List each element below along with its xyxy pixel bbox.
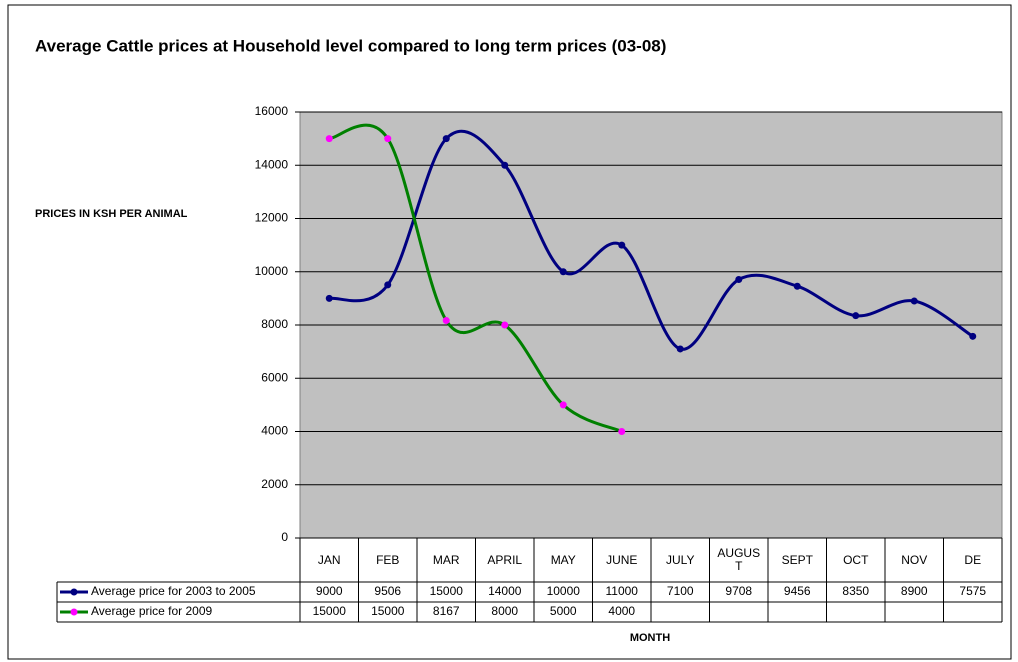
x-tick-label: JAN: [317, 552, 341, 567]
table-value: 7575: [959, 584, 986, 598]
x-tick-label: NOV: [901, 552, 928, 567]
legend-label: Average price for 2003 to 2005: [91, 584, 256, 598]
x-tick-label: FEB: [376, 552, 400, 567]
data-point: [735, 276, 743, 284]
table-value: 9000: [316, 584, 343, 598]
y-tick-label: 8000: [261, 317, 288, 331]
y-tick-label: 0: [281, 530, 288, 544]
data-point: [501, 161, 509, 169]
y-tick-label: 2000: [261, 477, 288, 491]
y-tick-label: 16000: [255, 104, 289, 118]
table-value: 7100: [667, 584, 694, 598]
table-value: 15000: [371, 604, 405, 618]
table-value: 8000: [491, 604, 518, 618]
table-value: 14000: [488, 584, 522, 598]
data-point: [676, 345, 684, 353]
table-value: 4000: [608, 604, 635, 618]
data-point: [910, 297, 918, 305]
table-value: 15000: [313, 604, 347, 618]
data-point: [325, 135, 333, 143]
data-point: [793, 282, 801, 290]
data-point: [325, 294, 333, 302]
chart-title: Average Cattle prices at Household level…: [35, 36, 666, 55]
table-value: 8350: [842, 584, 869, 598]
y-tick-label: 6000: [261, 370, 288, 384]
data-point: [442, 135, 450, 143]
table-value: 9456: [784, 584, 811, 598]
data-point: [559, 268, 567, 276]
data-point: [852, 312, 860, 320]
y-tick-label: 10000: [255, 264, 289, 278]
x-tick-label: AUGUST: [717, 546, 761, 573]
legend-marker: [70, 608, 78, 616]
data-point: [969, 332, 977, 340]
y-tick-label: 12000: [255, 211, 289, 225]
x-tick-label: OCT: [843, 552, 869, 567]
x-tick-label: DE: [964, 552, 982, 567]
table-value: 8900: [901, 584, 928, 598]
x-tick-label: JULY: [666, 552, 695, 567]
y-axis-label: PRICES IN KSH PER ANIMAL: [35, 208, 188, 220]
data-point: [618, 428, 626, 435]
x-tick-label: SEPT: [781, 552, 813, 567]
data-point: [501, 321, 509, 329]
legend-marker: [70, 588, 78, 596]
data-point: [618, 241, 626, 249]
data-point: [442, 317, 450, 325]
table-value: 15000: [430, 584, 464, 598]
data-point: [384, 281, 392, 289]
table-value: 8167: [433, 604, 460, 618]
x-tick-label: APRIL: [487, 552, 523, 567]
legend-label: Average price for 2009: [91, 604, 213, 618]
table-value: 5000: [550, 604, 577, 618]
data-point: [559, 401, 567, 409]
table-value: 9708: [725, 584, 752, 598]
x-tick-label: JUNE: [606, 552, 638, 567]
x-tick-label: MAY: [550, 552, 576, 567]
data-point: [384, 135, 392, 143]
y-tick-label: 14000: [255, 157, 289, 171]
table-value: 11000: [606, 584, 639, 598]
x-axis-label: MONTH: [630, 632, 670, 644]
table-value: 10000: [547, 584, 581, 598]
x-tick-label: MAR: [432, 552, 460, 567]
y-tick-label: 4000: [261, 424, 288, 438]
table-value: 9506: [374, 584, 401, 598]
